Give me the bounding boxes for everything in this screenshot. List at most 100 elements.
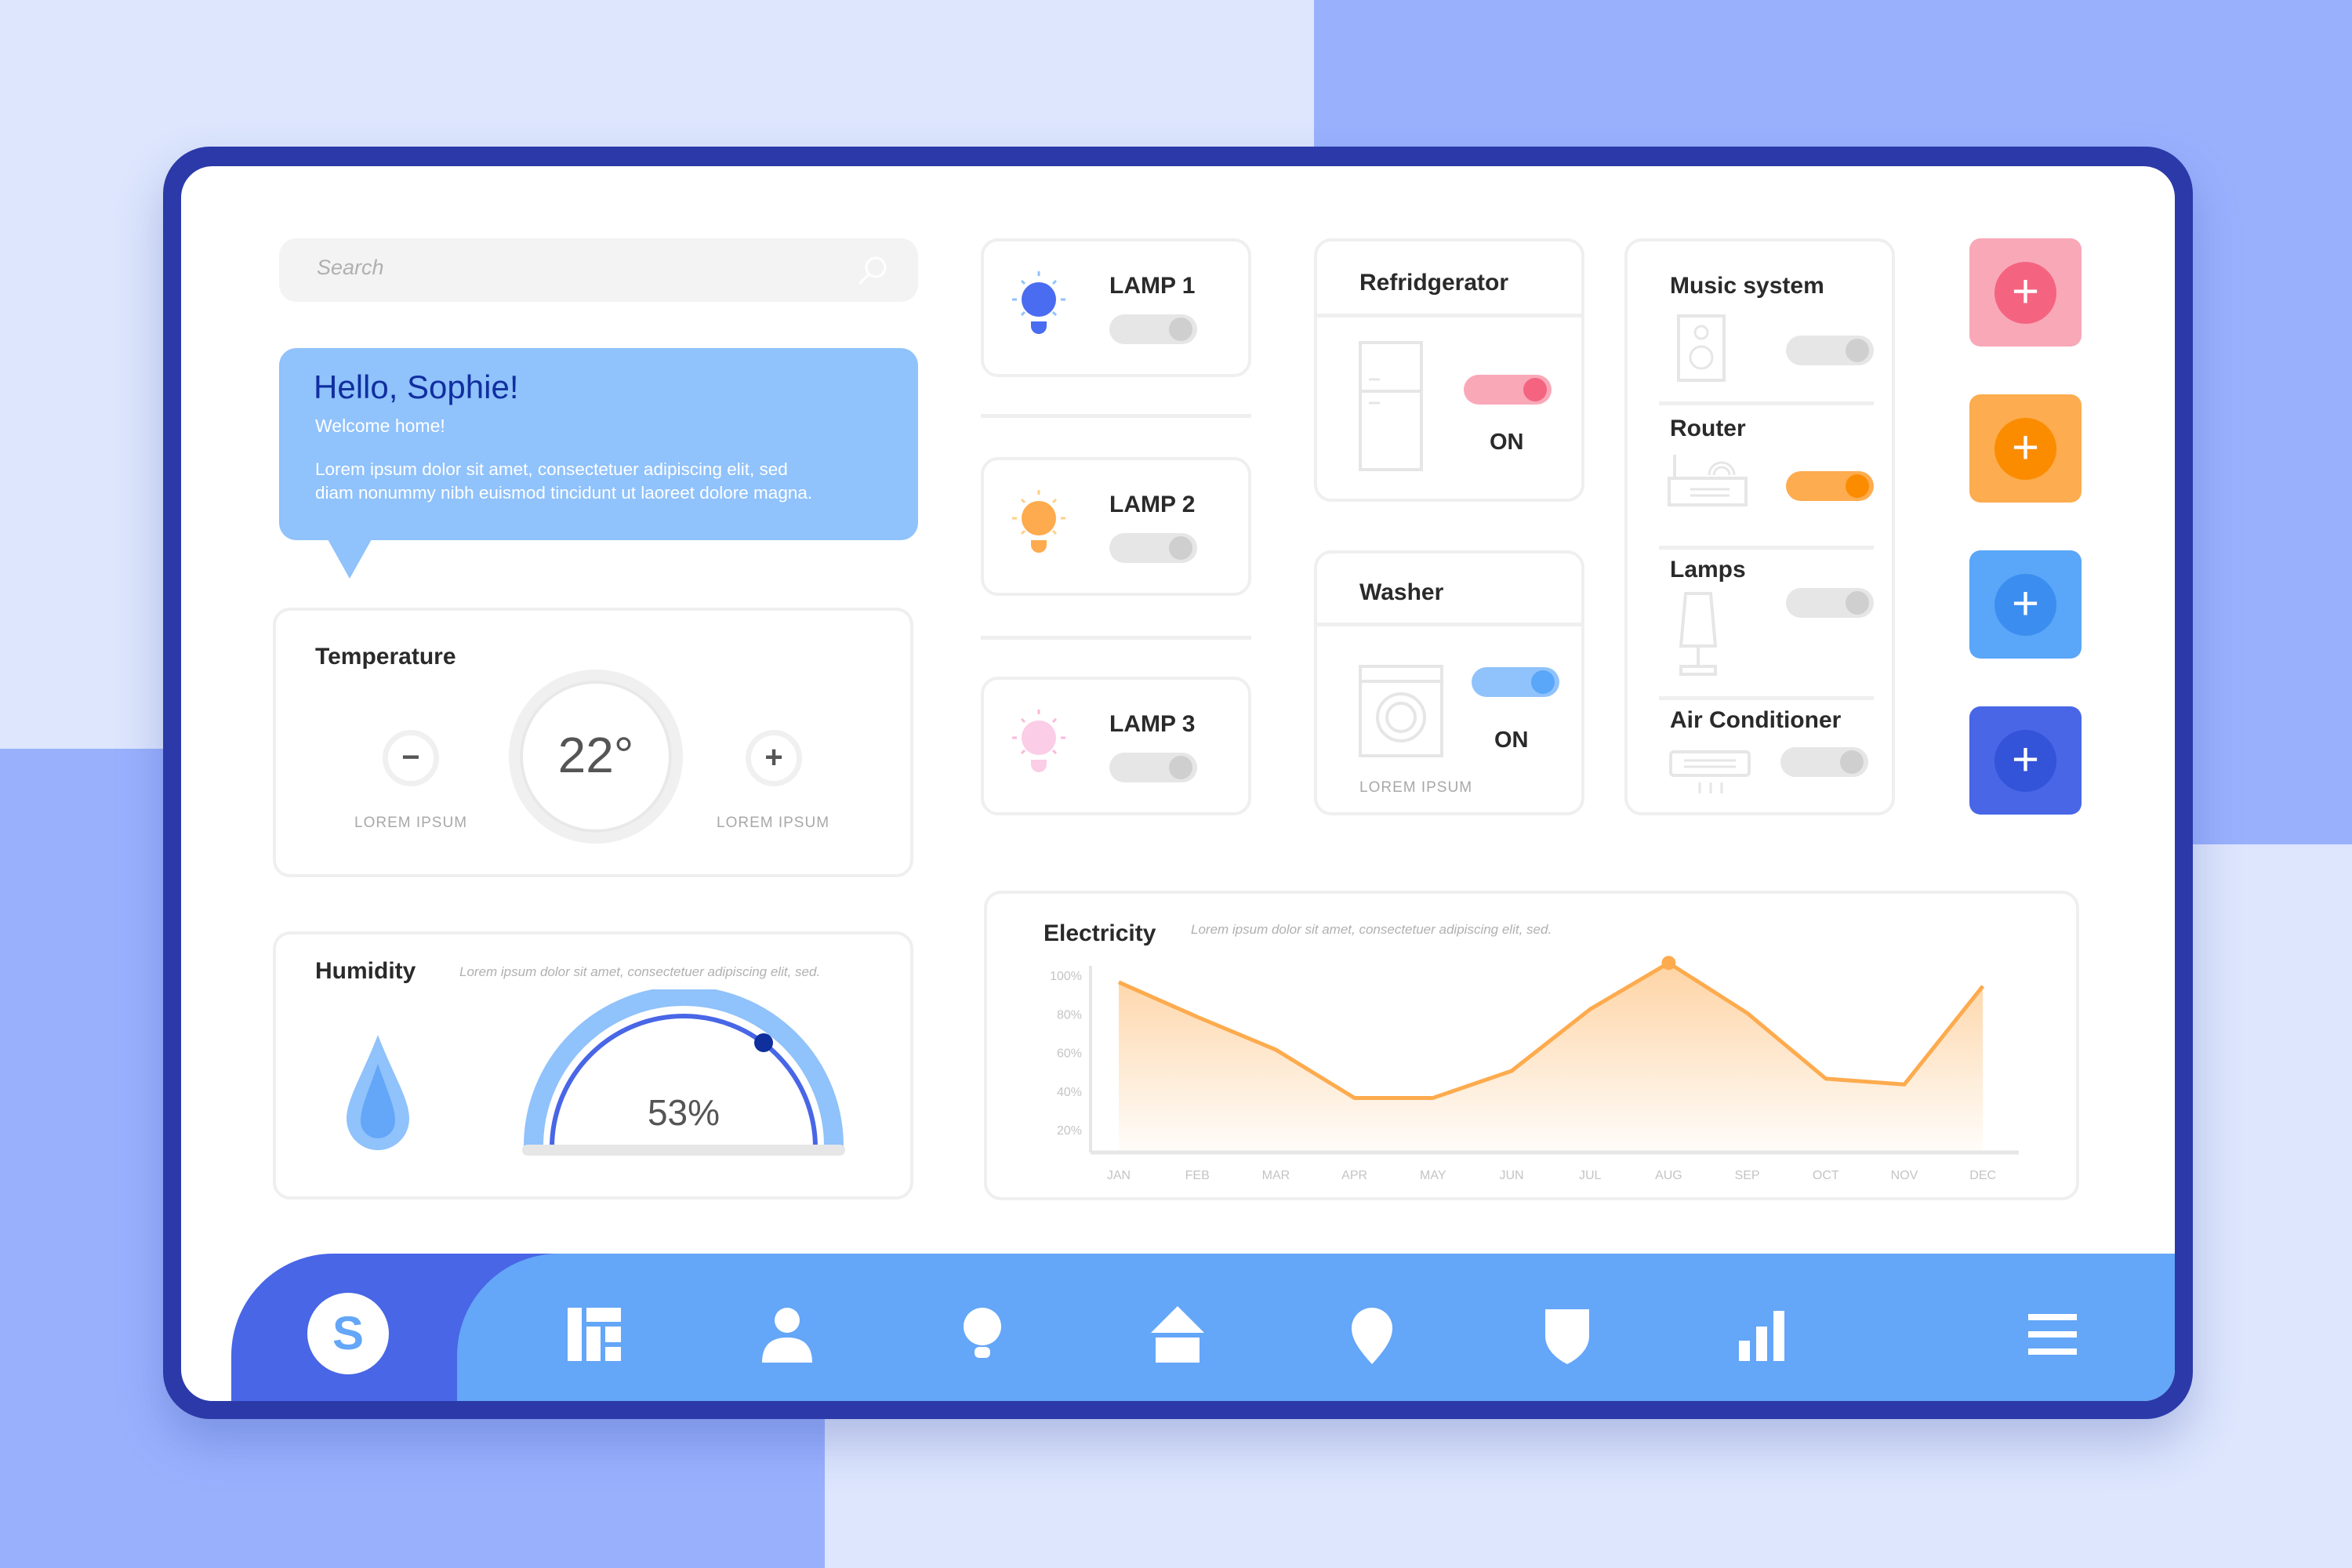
shield-icon[interactable] [1536, 1303, 1599, 1366]
music-toggle[interactable] [1786, 336, 1874, 365]
minus-icon: − [401, 740, 420, 775]
menu-icon[interactable] [2024, 1303, 2086, 1366]
plus-icon: + [1994, 730, 2056, 792]
temperature-right-label: LOREM IPSUM [717, 815, 830, 831]
divider [1659, 696, 1874, 700]
dashboard-icon[interactable] [563, 1303, 626, 1366]
highlight-point [1661, 956, 1676, 971]
temperature-card: Temperature − 22° + LOREM IPSUM LOREM IP… [273, 608, 913, 877]
refrigerator-card: Refridgerator ON [1314, 238, 1584, 502]
air-conditioner-icon [1669, 750, 1751, 793]
humidity-description: Lorem ipsum dolor sit amet, consectetuer… [459, 964, 821, 979]
plus-icon: + [1994, 262, 2056, 324]
lamps-toggle[interactable] [1786, 588, 1874, 618]
temperature-decrease-button[interactable]: − [383, 730, 439, 786]
x-tick-label: JAN [1107, 1169, 1131, 1182]
device-label-air-conditioner: Air Conditioner [1670, 707, 1842, 733]
bottom-nav-bar [457, 1254, 2175, 1401]
x-tick-label: APR [1341, 1169, 1367, 1182]
temperature-value: 22° [557, 727, 634, 783]
y-tick-label: 100% [1050, 970, 1082, 983]
refrigerator-title: Refridgerator [1359, 270, 1509, 296]
y-tick-label: 20% [1057, 1124, 1082, 1138]
air-conditioner-toggle[interactable] [1780, 747, 1868, 777]
refrigerator-state: ON [1490, 430, 1524, 455]
search-placeholder: Search [317, 256, 384, 279]
speaker-icon [1677, 314, 1726, 382]
search-input[interactable]: Search [279, 238, 918, 302]
y-tick-label: 60% [1057, 1047, 1082, 1061]
devices-card: Music system Router Lamps Air Conditione… [1624, 238, 1895, 815]
divider [1317, 314, 1581, 318]
chart-title: Electricity [1044, 920, 1156, 946]
fridge-icon [1359, 341, 1423, 471]
x-tick-label: FEB [1185, 1169, 1210, 1182]
lamp-label: LAMP 3 [1109, 711, 1196, 737]
washer-caption: LOREM IPSUM [1359, 779, 1473, 796]
add-button-orange[interactable]: + [1969, 394, 2082, 503]
x-tick-label: OCT [1813, 1169, 1839, 1182]
temperature-dial[interactable]: 22° [509, 670, 683, 844]
bulb-icon[interactable] [951, 1303, 1014, 1366]
location-icon[interactable] [1341, 1303, 1403, 1366]
washer-toggle[interactable] [1472, 667, 1559, 697]
y-tick-label: 40% [1057, 1086, 1082, 1099]
lamp-label: LAMP 2 [1109, 492, 1196, 517]
divider [1659, 401, 1874, 405]
greeting-title: Hello, Sophie! [314, 368, 519, 405]
temperature-title: Temperature [315, 644, 456, 670]
lamp-toggle[interactable] [1109, 753, 1197, 782]
search-icon[interactable] [855, 254, 890, 289]
bulb-icon [1012, 271, 1065, 334]
divider [1317, 622, 1581, 626]
greeting-subtitle: Welcome home! [315, 416, 445, 436]
x-tick-label: DEC [1969, 1169, 1996, 1182]
electricity-chart: 100% 80% 60% 40% 20% JAN FEB MAR APR MAY JUN JUL AUG… [1050, 956, 2019, 1182]
device-label-router: Router [1670, 416, 1746, 441]
plus-icon: + [764, 740, 783, 775]
stats-icon[interactable] [1731, 1303, 1794, 1366]
washer-state: ON [1494, 728, 1529, 753]
lamp-toggle[interactable] [1109, 314, 1197, 344]
greeting-bubble-tail [328, 539, 372, 579]
x-tick-label: MAY [1420, 1169, 1446, 1182]
router-toggle[interactable] [1786, 471, 1874, 501]
refrigerator-toggle[interactable] [1464, 375, 1552, 405]
lamp-card-3: LAMP 3 [981, 677, 1251, 815]
divider [981, 636, 1251, 640]
greeting-body-line1: Lorem ipsum dolor sit amet, consectetuer… [315, 459, 788, 479]
temperature-increase-button[interactable]: + [746, 730, 802, 786]
device-label-lamps: Lamps [1670, 557, 1746, 583]
greeting-bubble: Hello, Sophie! Welcome home! Lorem ipsum… [279, 348, 918, 540]
washer-title: Washer [1359, 579, 1444, 605]
y-tick-label: 80% [1057, 1008, 1082, 1022]
add-button-blue[interactable]: + [1969, 550, 2082, 659]
lamp-card-2: LAMP 2 [981, 457, 1251, 596]
add-button-dark-blue[interactable]: + [1969, 706, 2082, 815]
device-label-music: Music system [1670, 273, 1824, 299]
divider [981, 414, 1251, 418]
lamp-card-1: LAMP 1 [981, 238, 1251, 377]
x-tick-label: MAR [1262, 1169, 1290, 1182]
plus-icon: + [1994, 574, 2056, 636]
avatar[interactable]: S [307, 1293, 389, 1374]
table-lamp-icon [1679, 592, 1718, 676]
humidity-card: Humidity Lorem ipsum dolor sit amet, con… [273, 931, 913, 1200]
lamp-toggle[interactable] [1109, 533, 1197, 563]
chart-subtitle: Lorem ipsum dolor sit amet, consectetuer… [1191, 922, 1552, 937]
chart-area [1119, 963, 1984, 1150]
temperature-left-label: LOREM IPSUM [354, 815, 468, 831]
chart-line [1117, 960, 1985, 1100]
water-drop-icon [347, 1035, 409, 1150]
humidity-gauge-knob [754, 1033, 773, 1052]
bulb-icon [1012, 490, 1065, 553]
user-icon[interactable] [756, 1303, 818, 1366]
lamp-label: LAMP 1 [1109, 273, 1196, 299]
home-icon[interactable] [1146, 1303, 1209, 1366]
washer-card: Washer ON LOREM IPSUM [1314, 550, 1584, 815]
humidity-gauge [522, 989, 845, 1156]
add-button-pink[interactable]: + [1969, 238, 2082, 347]
avatar-letter: S [332, 1307, 365, 1359]
washing-machine-icon [1359, 665, 1443, 757]
x-tick-label: JUN [1499, 1169, 1523, 1182]
